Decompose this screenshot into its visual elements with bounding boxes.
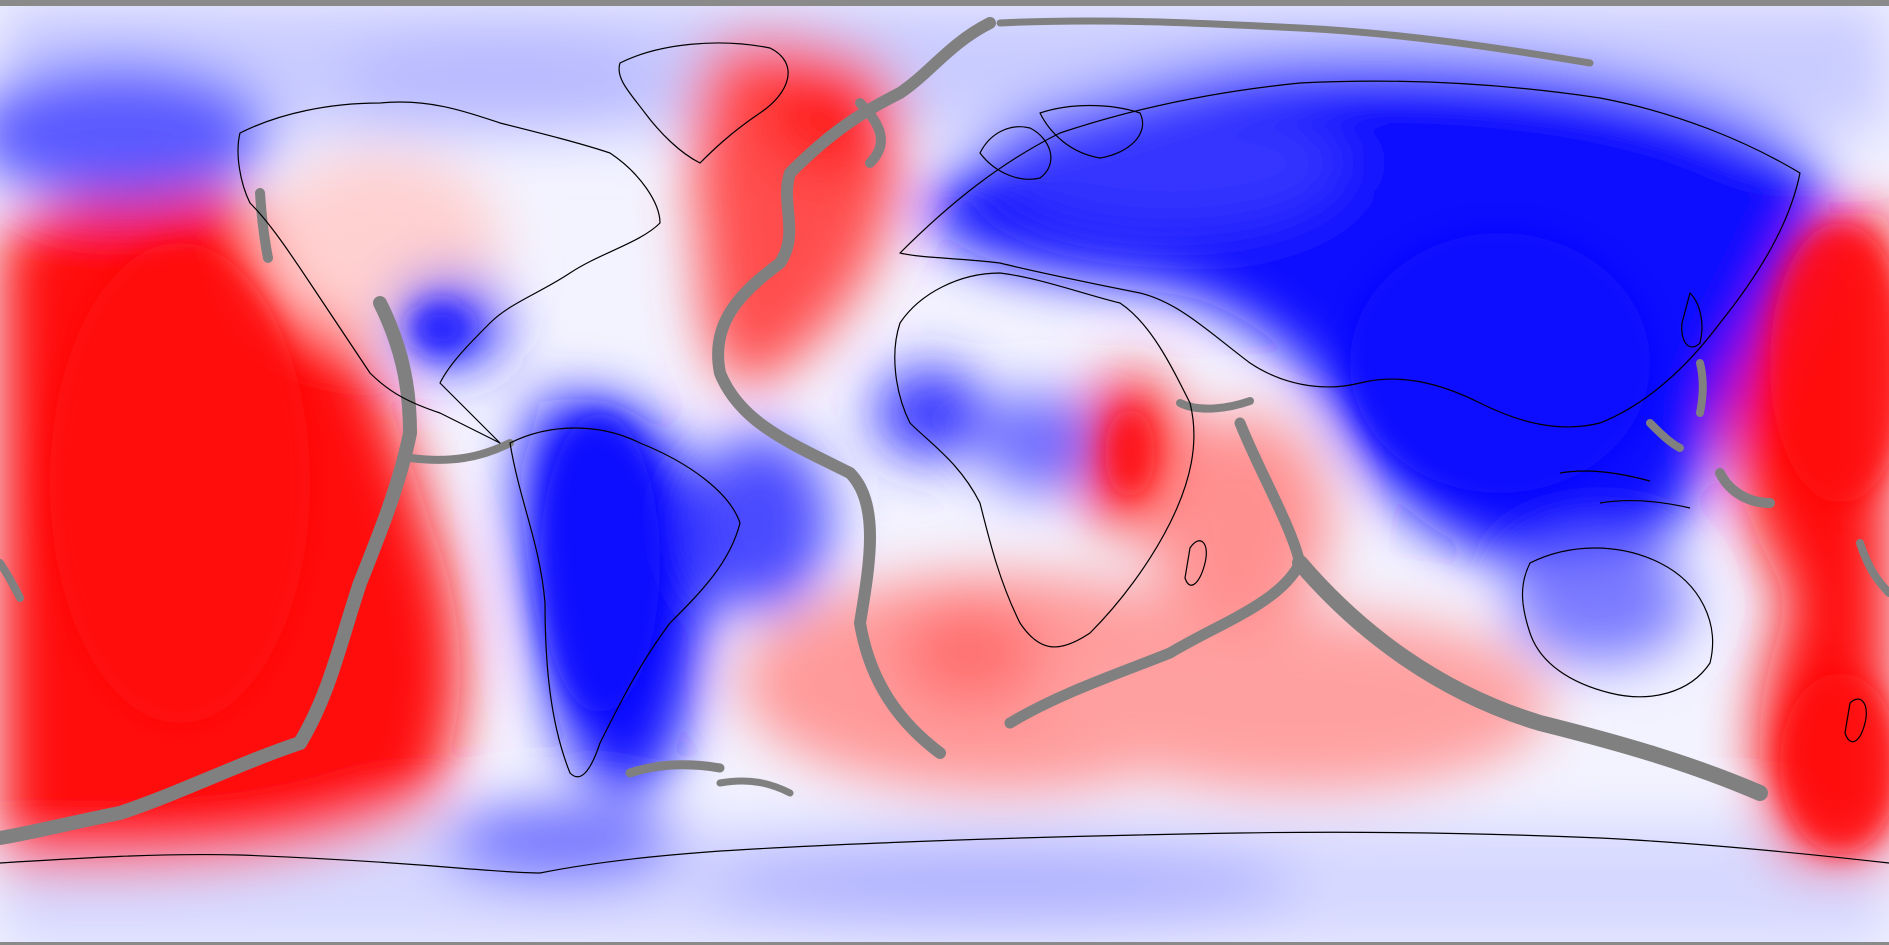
coastlines (0, 42, 1889, 874)
anomaly-map (0, 3, 1889, 942)
anomaly-field-detail (50, 223, 1889, 853)
plate-boundaries (0, 17, 1889, 845)
